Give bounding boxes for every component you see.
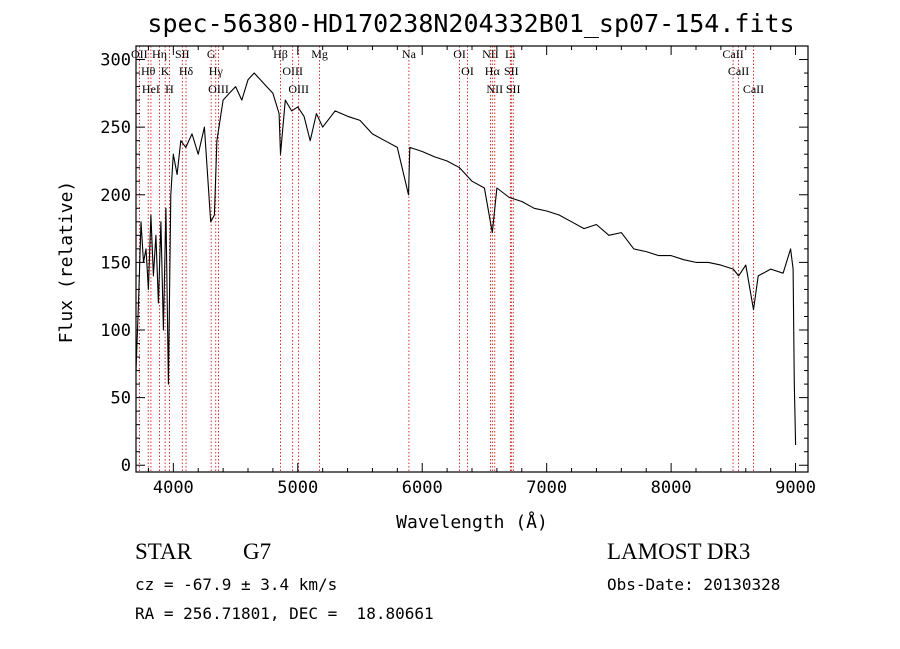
x-tick-label: 9000 [775,478,816,498]
redshift-cz: cz = -67.9 ± 3.4 km/s [135,575,338,594]
spectral-line-label: Hθ [141,64,156,78]
y-tick-label: 50 [111,389,131,409]
spectral-line-label: Hβ [273,47,288,61]
spectral-subclass: G7 [243,539,272,564]
y-tick-label: 250 [100,118,131,138]
spectral-line-label: OIII [208,82,229,96]
y-axis-ticks: 0 50 100 150 200 250 300 [100,51,808,476]
spectral-line-label: NII [486,82,503,96]
spectral-line-label: H [165,82,174,96]
spectral-line-label: OIII [282,64,303,78]
coordinates: RA = 256.71801, DEC = 18.80661 [135,604,434,623]
x-tick-label: 7000 [526,478,567,498]
x-tick-label: 5000 [277,478,318,498]
survey-name: LAMOST DR3 [607,539,751,564]
x-tick-label: 8000 [651,478,692,498]
spectrum-line [135,72,797,446]
y-tick-label: 0 [121,456,131,476]
spectral-line-label: OIII [288,82,309,96]
spectral-line-label: Hδ [179,64,194,78]
plot-frame [135,45,809,473]
spectral-line-label: CaII [728,64,749,78]
spectral-line-label: OI [453,47,466,61]
spectral-line-label: CaII [743,82,764,96]
object-class: STAR [135,539,192,564]
spectral-line-label: Hη [152,47,167,61]
spectral-line-label: OI [461,64,474,78]
spectral-line-label: Li [505,47,516,61]
spectrum-series [135,72,797,446]
spectral-line-label: CaII [722,47,743,61]
spectral-line-label: SII [506,82,521,96]
x-axis-label: Wavelength (Å) [396,511,548,533]
spectral-line-markers [138,46,754,472]
x-tick-label: 4000 [153,478,194,498]
spectral-line-label: SII [504,64,519,78]
spectral-line-label: HeI [142,82,160,96]
y-axis-label: Flux (relative) [56,181,77,344]
spectral-line-label: K [161,64,170,78]
spectral-line-label: NII [482,47,499,61]
y-tick-label: 100 [100,321,131,341]
x-axis-ticks: 4000 5000 6000 7000 8000 9000 [147,46,816,498]
y-tick-label: 200 [100,186,131,206]
spectral-line-label: G [207,47,216,61]
y-tick-label: 300 [100,51,131,71]
spectral-line-label: Hα [485,64,501,78]
spectral-line-label: OII [131,47,148,61]
observation-date: Obs-Date: 20130328 [607,575,781,594]
chart-title: spec-56380-HD170238N204332B01_sp07-154.f… [147,9,794,38]
y-tick-label: 150 [100,253,131,273]
x-tick-label: 6000 [402,478,443,498]
spectral-line-label: Na [402,47,417,61]
spectral-line-label: Hγ [209,64,224,78]
spectral-line-labels: OII Hθ HeI Hη KH SII Hδ G Hγ OIII Hβ OIII OIII Mg Na OI… [131,47,764,96]
spectral-line-label: Mg [311,47,328,61]
spectral-line-label: SII [175,47,190,61]
